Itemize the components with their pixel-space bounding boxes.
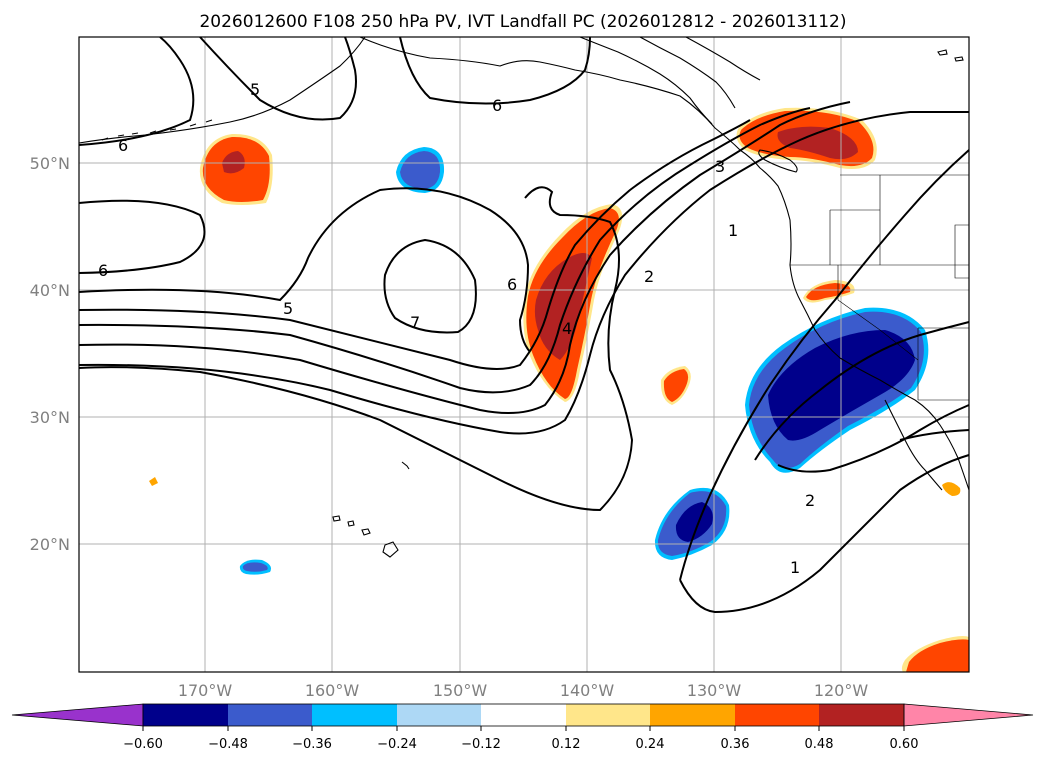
lat-label: 40°N (30, 281, 70, 300)
contour-label: 6 (507, 275, 517, 294)
contour-label: 3 (715, 157, 725, 176)
contour-label: 1 (728, 221, 738, 240)
pv-contours (78, 36, 970, 614)
colorbar-tick-label: −0.24 (377, 737, 417, 752)
map-panel: 6 6 5 6 5 7 6 4 3 2 1 2 1 (78, 36, 970, 673)
colorbar-segment (312, 704, 397, 726)
map-frame (78, 36, 970, 673)
lon-label: 130°W (687, 681, 742, 700)
lon-label: 140°W (560, 681, 615, 700)
coastlines (78, 36, 970, 558)
colorbar-tick-label: −0.12 (461, 737, 501, 752)
contour-label: 1 (790, 558, 800, 577)
colorbar-tick-label: 0.24 (636, 737, 665, 752)
colorbar-segment (228, 704, 312, 726)
contour-label: 5 (283, 299, 293, 318)
colorbar-tick-label: −0.36 (292, 737, 332, 752)
contour-label: 5 (250, 80, 260, 99)
lat-label: 50°N (30, 154, 70, 173)
lat-label: 20°N (30, 535, 70, 554)
contour-label: 6 (98, 261, 108, 280)
lon-label: 120°W (814, 681, 869, 700)
latitude-labels: 50°N 40°N 30°N 20°N (30, 154, 70, 554)
contour-label: 7 (410, 313, 420, 332)
anomaly-negative-north (396, 147, 445, 193)
colorbar-extend-high (903, 703, 1034, 727)
anomaly-negative-tiny-core (242, 562, 268, 572)
lat-label: 30°N (30, 408, 70, 427)
lon-label: 170°W (178, 681, 233, 700)
anomaly-positive-west (199, 133, 273, 205)
contour-labels: 6 6 5 6 5 7 6 4 3 2 1 2 1 (98, 80, 815, 577)
anomaly-positive-dot (149, 477, 158, 486)
lon-label: 150°W (433, 681, 488, 700)
colorbar: −0.60 −0.48 −0.36 −0.24 −0.12 0.12 0.24 … (11, 703, 1034, 752)
colorbar-segment (143, 704, 228, 726)
colorbar-segment (735, 704, 819, 726)
colorbar-frame (142, 703, 905, 727)
graticule (79, 37, 969, 672)
contour-label: 4 (562, 319, 572, 338)
anomaly-positive-small-core (663, 369, 689, 402)
contour-label: 6 (492, 96, 502, 115)
colorbar-tick-label: −0.60 (123, 737, 163, 752)
colorbar-segment (566, 704, 650, 726)
anomaly-positive-corner-core (906, 639, 969, 672)
contour-label: 2 (644, 267, 654, 286)
contour-label: 2 (805, 491, 815, 510)
colorbar-tick-label: 0.48 (805, 737, 834, 752)
colorbar-segment (481, 704, 566, 726)
anomaly-positive-coastal-core (806, 283, 851, 301)
map-title: 2026012600 F108 250 hPa PV, IVT Landfall… (199, 12, 846, 32)
colorbar-segment (397, 704, 481, 726)
colorbar-tick-label: 0.60 (890, 737, 919, 752)
colorbar-ticks (142, 726, 905, 731)
colorbar-tick-label: 0.12 (552, 737, 581, 752)
contour-label: 6 (118, 136, 128, 155)
colorbar-tick-label: −0.48 (208, 737, 248, 752)
colorbar-segment (819, 704, 904, 726)
lon-label: 160°W (305, 681, 360, 700)
anomaly-positive-baja (942, 482, 961, 496)
colorbar-segment (650, 704, 735, 726)
colorbar-tick-label: 0.36 (721, 737, 750, 752)
longitude-labels: 170°W 160°W 150°W 140°W 130°W 120°W (178, 681, 869, 700)
colorbar-extend-low (11, 703, 144, 727)
